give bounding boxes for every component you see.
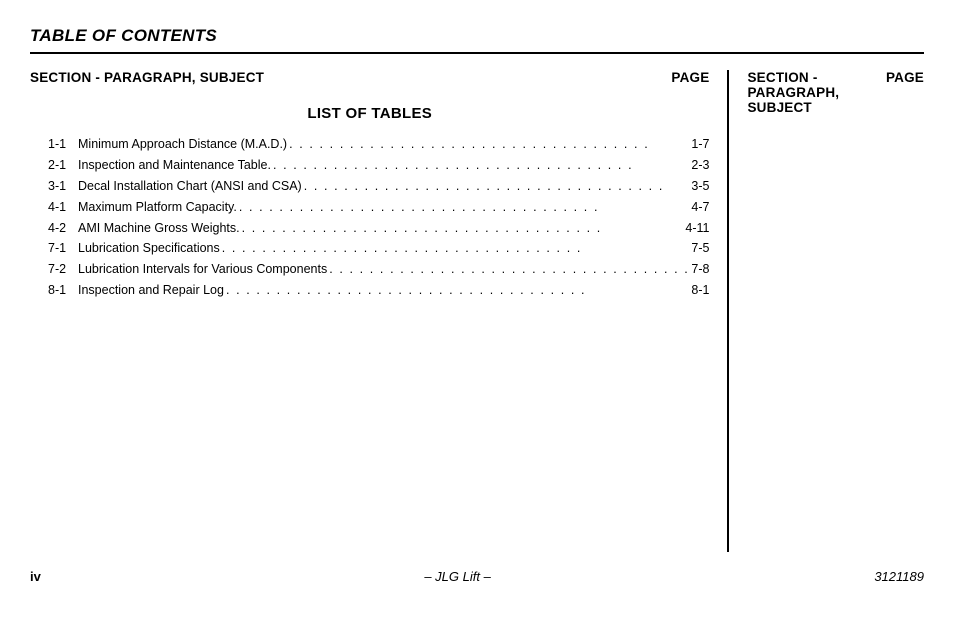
left-column-header: SECTION - PARAGRAPH, SUBJECT PAGE xyxy=(30,70,709,85)
toc-entry-leader-dots: . . . . . . . . . . . . . . . . . . . . … xyxy=(224,282,691,299)
toc-entry-body: Decal Installation Chart (ANSI and CSA) … xyxy=(78,178,709,195)
toc-entry-leader-dots: . . . . . . . . . . . . . . . . . . . . … xyxy=(302,178,692,195)
toc-entry-body: Lubrication Intervals for Various Compon… xyxy=(78,261,709,278)
toc-entry-leader-dots: . . . . . . . . . . . . . . . . . . . . … xyxy=(237,199,692,216)
title-rule xyxy=(30,52,924,54)
toc-entry-body: Minimum Approach Distance (M.A.D.) . . .… xyxy=(78,136,709,153)
footer-doc-number: 3121189 xyxy=(874,569,924,584)
toc-entry-number: 8-1 xyxy=(30,282,78,299)
footer-center-text: – JLG Lift – xyxy=(424,569,490,584)
toc-entry-label: Lubrication Specifications xyxy=(78,240,220,257)
toc-entry-page: 7-8 xyxy=(691,261,709,278)
toc-entry-body: Lubrication Specifications . . . . . . .… xyxy=(78,240,709,257)
toc-entry-label: Decal Installation Chart (ANSI and CSA) xyxy=(78,178,302,195)
toc-entry-body: Inspection and Maintenance Table. . . . … xyxy=(78,157,709,174)
toc-entry-page: 4-7 xyxy=(691,199,709,216)
list-of-tables-heading: LIST OF TABLES xyxy=(30,105,709,122)
toc-entry: 7-2Lubrication Intervals for Various Com… xyxy=(30,261,709,278)
toc-entry: 8-1Inspection and Repair Log . . . . . .… xyxy=(30,282,709,299)
toc-entry-leader-dots: . . . . . . . . . . . . . . . . . . . . … xyxy=(327,261,691,278)
toc-entry-page: 8-1 xyxy=(691,282,709,299)
toc-entry-label: Lubrication Intervals for Various Compon… xyxy=(78,261,327,278)
toc-entry-number: 2-1 xyxy=(30,157,78,174)
toc-entry-leader-dots: . . . . . . . . . . . . . . . . . . . . … xyxy=(287,136,691,153)
col-header-section-label: SECTION - PARAGRAPH, SUBJECT xyxy=(747,70,885,115)
toc-entry: 7-1Lubrication Specifications . . . . . … xyxy=(30,240,709,257)
toc-entry-number: 7-2 xyxy=(30,261,78,278)
toc-entry-number: 1-1 xyxy=(30,136,78,153)
col-header-section-label: SECTION - PARAGRAPH, SUBJECT xyxy=(30,70,264,85)
toc-entry: 4-2AMI Machine Gross Weights. . . . . . … xyxy=(30,220,709,237)
toc-entry-number: 4-2 xyxy=(30,220,78,237)
left-column: SECTION - PARAGRAPH, SUBJECT PAGE LIST O… xyxy=(30,70,727,552)
toc-entry-body: AMI Machine Gross Weights. . . . . . . .… xyxy=(78,220,709,237)
toc-entry-leader-dots: . . . . . . . . . . . . . . . . . . . . … xyxy=(240,220,686,237)
footer-page-number: iv xyxy=(30,569,41,584)
toc-entry: 4-1Maximum Platform Capacity. . . . . . … xyxy=(30,199,709,216)
page-footer: iv – JLG Lift – 3121189 xyxy=(30,569,924,584)
col-header-page-label: PAGE xyxy=(886,70,924,115)
toc-entry-number: 4-1 xyxy=(30,199,78,216)
toc-entry-page: 1-7 xyxy=(691,136,709,153)
right-column: SECTION - PARAGRAPH, SUBJECT PAGE xyxy=(729,70,924,552)
toc-entry-number: 3-1 xyxy=(30,178,78,195)
toc-entry-number: 7-1 xyxy=(30,240,78,257)
toc-entry-label: Inspection and Repair Log xyxy=(78,282,224,299)
toc-entry-body: Inspection and Repair Log . . . . . . . … xyxy=(78,282,709,299)
page-title: TABLE OF CONTENTS xyxy=(30,26,924,46)
toc-entry-page: 7-5 xyxy=(691,240,709,257)
toc-entry-body: Maximum Platform Capacity. . . . . . . .… xyxy=(78,199,709,216)
toc-entry-label: Maximum Platform Capacity. xyxy=(78,199,237,216)
right-column-header: SECTION - PARAGRAPH, SUBJECT PAGE xyxy=(747,70,924,115)
toc-entry-label: Inspection and Maintenance Table. xyxy=(78,157,271,174)
col-header-page-label: PAGE xyxy=(671,70,709,85)
toc-entry-page: 4-11 xyxy=(685,220,709,237)
toc-entries: 1-1Minimum Approach Distance (M.A.D.) . … xyxy=(30,136,709,299)
toc-entry: 1-1Minimum Approach Distance (M.A.D.) . … xyxy=(30,136,709,153)
toc-entry-leader-dots: . . . . . . . . . . . . . . . . . . . . … xyxy=(271,157,691,174)
content-columns: SECTION - PARAGRAPH, SUBJECT PAGE LIST O… xyxy=(30,70,924,552)
toc-entry-label: AMI Machine Gross Weights. xyxy=(78,220,240,237)
toc-entry-label: Minimum Approach Distance (M.A.D.) xyxy=(78,136,287,153)
toc-entry: 3-1Decal Installation Chart (ANSI and CS… xyxy=(30,178,709,195)
toc-entry-leader-dots: . . . . . . . . . . . . . . . . . . . . … xyxy=(220,240,692,257)
toc-entry: 2-1Inspection and Maintenance Table. . .… xyxy=(30,157,709,174)
toc-entry-page: 3-5 xyxy=(691,178,709,195)
toc-entry-page: 2-3 xyxy=(691,157,709,174)
